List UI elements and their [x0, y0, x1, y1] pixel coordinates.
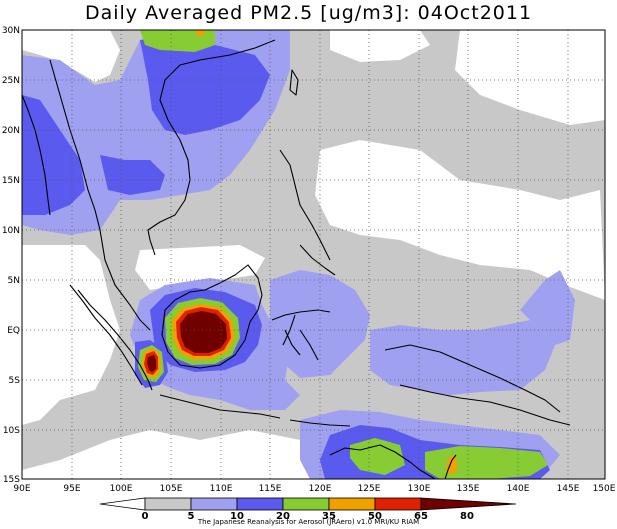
lon-label: 95E	[63, 484, 80, 494]
lon-label: 105E	[160, 484, 183, 494]
colorbar-segment	[328, 497, 376, 511]
clean-areas	[22, 30, 605, 479]
lat-label: 5S	[9, 376, 21, 386]
lon-label: 100E	[110, 484, 133, 494]
lon-label: 130E	[408, 484, 431, 494]
lat-label: 20N	[2, 126, 20, 136]
grid-lines	[22, 30, 605, 479]
colorbar-tick-label: 80	[460, 511, 474, 522]
colorbar-tick-label: 0	[142, 511, 149, 522]
colorbar-tick-label: 5	[188, 511, 195, 522]
lat-label: 10N	[2, 226, 20, 236]
colorbar-segment	[236, 497, 284, 511]
latitude-labels: 30N 25N 20N 15N 10N 5N EQ 5S 10S 15S	[2, 26, 20, 485]
colorbar-segment	[374, 497, 422, 511]
colorbar	[99, 497, 517, 511]
colorbar-tick-label: 10	[230, 511, 244, 522]
colorbar-tick-label: 65	[414, 511, 428, 522]
lon-label: 125E	[358, 484, 381, 494]
lon-label: 120E	[309, 484, 332, 494]
colorbar-segment	[99, 497, 146, 511]
lat-label: 15N	[2, 176, 20, 186]
colorbar-segment	[190, 497, 238, 511]
lat-label: 10S	[3, 426, 20, 436]
lon-label: 145E	[557, 484, 580, 494]
coastlines	[21, 39, 571, 480]
lon-label: 150E	[593, 484, 616, 494]
colorbar-segment	[420, 497, 517, 511]
lon-label: 90E	[13, 484, 30, 494]
lat-label: 25N	[2, 76, 20, 86]
colorbar-segment	[282, 497, 330, 511]
map-title: Daily Averaged PM2.5 [ug/m3]: 04Oct2011	[84, 2, 533, 24]
lat-label: EQ	[7, 326, 20, 336]
colorbar-ticks: 0 5 10 20 35 50 65 80	[142, 511, 474, 522]
lon-label: 135E	[457, 484, 480, 494]
colorbar-tick-label: 20	[276, 511, 290, 522]
data-credit: The Japanese Reanalysis for Aerosol (JRA…	[197, 518, 420, 526]
colorbar-segment	[144, 497, 192, 511]
pm-over-80-regions	[147, 311, 227, 372]
lat-label: 5N	[8, 276, 20, 286]
colorbar-tick-label: 35	[322, 511, 336, 522]
lat-label: 15S	[3, 475, 20, 485]
lon-label: 115E	[259, 484, 282, 494]
longitude-labels: 90E 95E 100E 105E 110E 115E 120E 125E 13…	[13, 484, 615, 494]
lon-label: 110E	[210, 484, 233, 494]
colorbar-tick-label: 50	[368, 511, 382, 522]
lon-label: 140E	[507, 484, 530, 494]
lat-label: 30N	[2, 26, 20, 36]
plot-frame	[21, 29, 606, 480]
